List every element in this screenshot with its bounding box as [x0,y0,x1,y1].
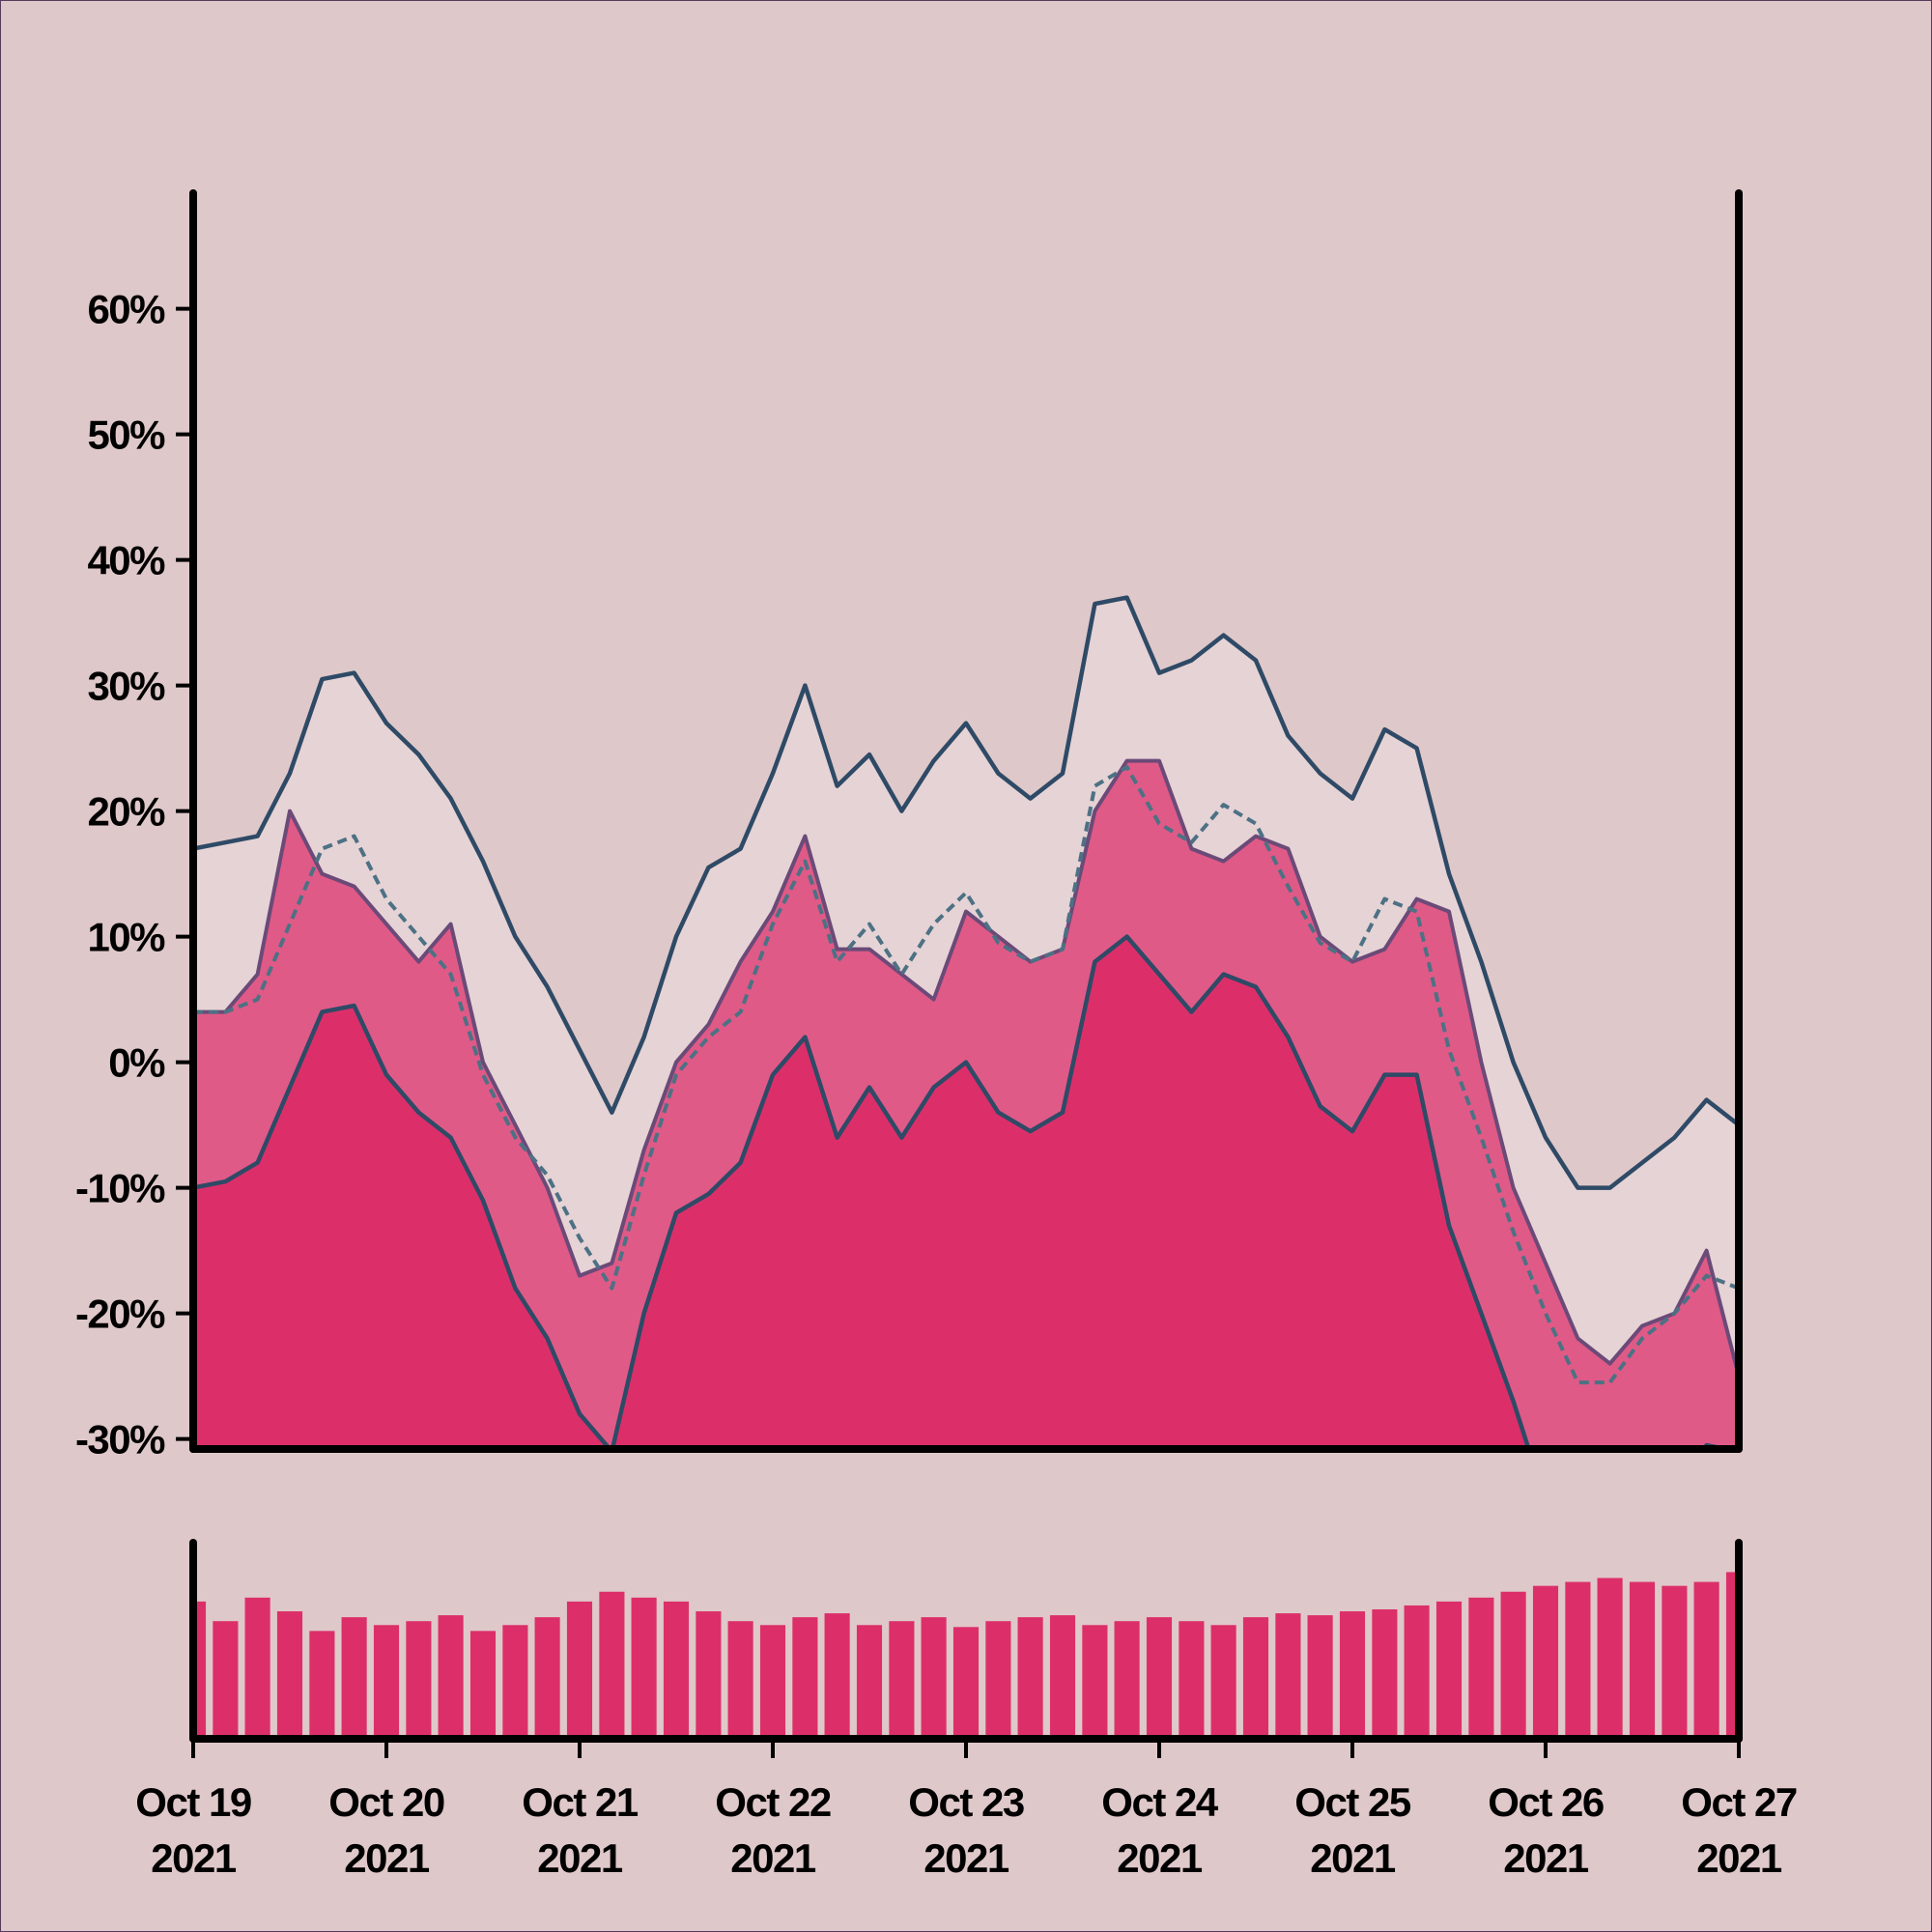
x-tick-label-line: Oct 27 [1681,1779,1797,1825]
x-tick-label-line: 2021 [1117,1835,1203,1881]
volume-bar [952,1627,980,1739]
volume-bar [1404,1605,1430,1739]
volume-bar [696,1611,722,1739]
volume-bar [341,1617,367,1739]
volume-bar [1662,1585,1688,1739]
lower-area [193,936,1726,1449]
volume-bar [921,1617,947,1739]
x-tick-label-line: 2021 [1503,1835,1589,1881]
volume-bar [1372,1609,1398,1739]
volume-bar [1275,1613,1301,1739]
volume-bar [1597,1577,1623,1739]
volume-bar [599,1591,625,1739]
lower-band-line [193,934,1738,1449]
volume-bar [438,1615,464,1739]
volume-bar [373,1625,400,1739]
x-tick-label: Oct 26 2021 [1488,1779,1604,1881]
y-tick-label: 60% [87,287,165,332]
x-tick-label: Oct 22 2021 [715,1779,831,1881]
y-tick-label: -10% [75,1166,165,1211]
volume-bar [1017,1617,1043,1739]
volume-bar [534,1617,560,1739]
volume-bar [663,1601,690,1739]
x-tick-label-line: Oct 23 [908,1779,1024,1825]
x-tick-label: Oct 19 2021 [135,1779,251,1881]
volume-bar [1693,1581,1719,1739]
volume-bar [792,1617,818,1739]
volume-bar [1468,1597,1494,1739]
volume-bar [1242,1617,1269,1739]
volume-bar [727,1621,753,1739]
y-tick-label: -30% [75,1417,165,1463]
volume-bar [566,1601,593,1739]
volume-bar [1146,1617,1173,1739]
volume-bar [276,1611,303,1739]
y-tick-label: 50% [87,412,165,458]
x-tick-label-line: 2021 [923,1835,1009,1881]
volume-bar [1629,1581,1656,1739]
x-tick-label-line: Oct 26 [1488,1779,1604,1825]
moving-average-line [193,765,1739,1385]
volume-bar [1500,1591,1526,1739]
x-tick-label: Oct 21 2021 [522,1779,639,1881]
volume-bar [1114,1621,1140,1739]
volume-bar [309,1631,335,1739]
volume-bar [244,1597,270,1739]
volume-bar [1435,1601,1463,1739]
volume-bar [469,1631,497,1739]
x-tick-label: Oct 25 2021 [1294,1779,1411,1881]
x-tick-label-line: Oct 25 [1294,1779,1411,1825]
x-tick-label-line: Oct 19 [135,1779,251,1825]
volume-bar [1049,1615,1076,1739]
y-tick-label: 40% [87,538,165,583]
x-tick-label-line: 2021 [537,1835,623,1881]
volume-bar [889,1621,915,1739]
upper-band-line [193,595,1739,1190]
axes: -30% -20% -10% 0% 10% 20% 30% 40% 50% 60% Oct 19 20… [75,189,1798,1881]
volume-bar [1210,1625,1236,1739]
y-tick-label: 10% [87,915,165,960]
volume-bar [1339,1611,1366,1739]
x-tick-label-line: Oct 20 [328,1779,444,1825]
y-tick-label: 20% [87,789,165,835]
volume-bar [856,1625,883,1739]
volume-bar [406,1621,432,1739]
volume-bar [631,1597,657,1739]
volume-bar [1307,1615,1333,1739]
x-tick-label-line: Oct 22 [715,1779,831,1825]
plot-area [193,595,1739,1449]
volume-bar [985,1621,1011,1739]
x-tick-label: Oct 24 2021 [1101,1779,1219,1881]
x-tick-label-line: Oct 21 [522,1779,639,1825]
x-tick-label-line: 2021 [1696,1835,1782,1881]
x-tick-label: Oct 27 2021 [1681,1779,1797,1881]
x-tick-label-line: 2021 [151,1835,237,1881]
y-tick-label: 30% [87,664,165,709]
volume-bar [1082,1625,1108,1739]
x-tick-label-line: 2021 [730,1835,816,1881]
y-tick-label: 0% [108,1040,165,1086]
x-tick-label-line: 2021 [344,1835,430,1881]
x-tick-label-line: 2021 [1310,1835,1396,1881]
volume-bar [1532,1585,1559,1739]
volume-bar [502,1625,528,1739]
y-tick-label: -20% [75,1292,165,1337]
x-tick-label-line: Oct 24 [1101,1779,1219,1825]
volume-bar [824,1613,850,1739]
volume-bar [1179,1621,1205,1739]
volume-bar [213,1621,239,1739]
x-tick-label: Oct 20 2021 [328,1779,444,1881]
price-line [193,758,1739,1378]
volume-bar [759,1625,786,1739]
volume-bar [1565,1581,1591,1739]
x-tick-label: Oct 23 2021 [908,1779,1024,1881]
volume-panel [193,1572,1739,1739]
